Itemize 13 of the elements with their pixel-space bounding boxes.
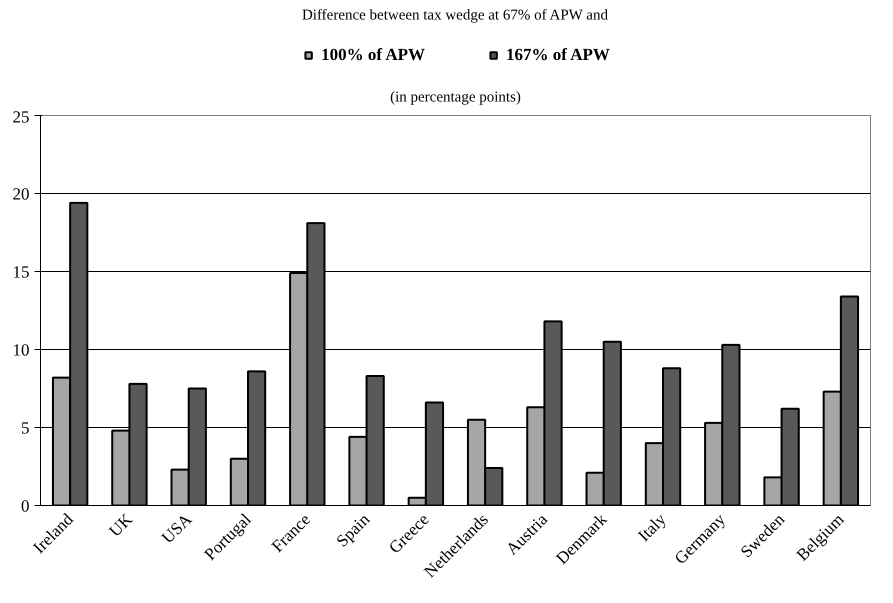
x-tick-label: USA	[158, 509, 196, 548]
y-tick-label: 10	[12, 340, 30, 360]
legend-label: 100% of APW	[321, 45, 425, 65]
x-tick-label: UK	[105, 509, 137, 541]
chart-title: Difference between tax wedge at 67% of APW and	[302, 8, 608, 24]
x-tick-label: Italy	[634, 509, 670, 546]
y-tick-label: 0	[21, 496, 30, 516]
y-tick-label: 15	[12, 262, 30, 282]
y-tick-label: 20	[12, 184, 30, 204]
y-tick-label: 25	[12, 108, 30, 126]
legend-label: 167% of APW	[506, 45, 610, 65]
chart-subtitle: (in percentage points)	[390, 90, 521, 106]
y-tick-label: 5	[21, 418, 30, 438]
